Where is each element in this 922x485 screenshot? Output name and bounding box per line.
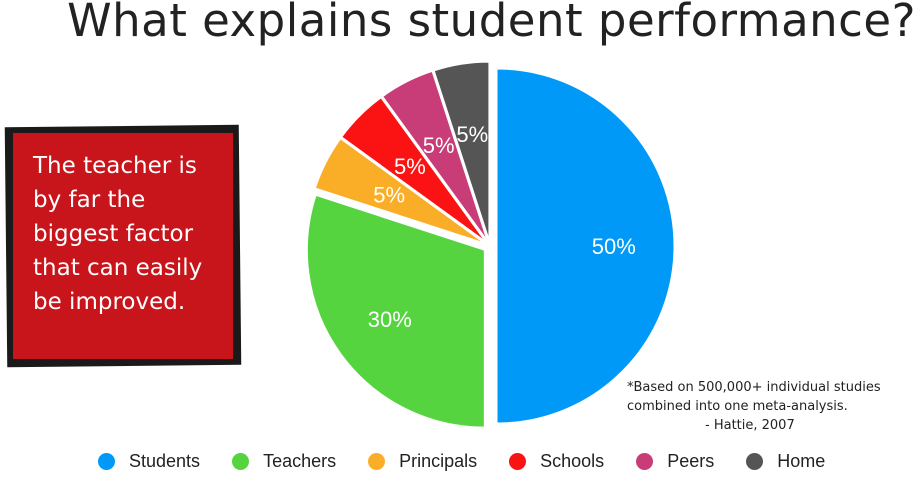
footnote: *Based on 500,000+ individual studies co… bbox=[627, 378, 919, 435]
legend-item-students[interactable]: Students bbox=[98, 451, 200, 472]
footnote-line: *Based on 500,000+ individual studies bbox=[627, 380, 881, 395]
legend-item-teachers[interactable]: Teachers bbox=[232, 451, 336, 472]
legend-swatch bbox=[746, 452, 764, 470]
callout-line: The teacher is bbox=[33, 153, 197, 179]
callout-line: biggest factor bbox=[33, 221, 194, 247]
legend-label: Teachers bbox=[263, 450, 337, 471]
slice-label: 50% bbox=[592, 234, 636, 259]
legend-item-peers[interactable]: Peers bbox=[636, 451, 714, 472]
slice-label: 5% bbox=[456, 122, 488, 147]
pie-slice-students[interactable] bbox=[496, 68, 675, 424]
legend-label: Students bbox=[129, 450, 201, 471]
slice-label: 30% bbox=[368, 307, 412, 332]
chart-title: What explains student performance? bbox=[67, 0, 916, 47]
pie-slice-teachers[interactable] bbox=[306, 194, 485, 428]
callout-line: that can easily bbox=[33, 255, 203, 281]
legend-item-principals[interactable]: Principals bbox=[368, 451, 477, 472]
legend-swatch bbox=[509, 452, 527, 470]
footnote-source: - Hattie, 2007 bbox=[705, 418, 795, 433]
footnote-line: combined into one meta-analysis. bbox=[627, 399, 848, 414]
pie-slice-peers[interactable] bbox=[382, 70, 488, 241]
callout-line: by far the bbox=[33, 187, 146, 213]
callout-box: The teacher is by far the biggest factor… bbox=[13, 133, 233, 359]
pie-slice-principals[interactable] bbox=[314, 138, 485, 244]
pie-slice-schools[interactable] bbox=[341, 97, 486, 242]
legend-swatch bbox=[98, 452, 115, 470]
legend-label: Principals bbox=[399, 450, 478, 471]
callout-line: be improved. bbox=[33, 289, 186, 315]
legend-item-home[interactable]: Home bbox=[746, 451, 825, 472]
legend-item-schools[interactable]: Schools bbox=[509, 451, 604, 472]
slice-label: 5% bbox=[423, 133, 455, 158]
slice-label: 5% bbox=[394, 154, 426, 179]
slice-label: 5% bbox=[373, 183, 405, 208]
legend-label: Peers bbox=[667, 450, 715, 471]
pie-slice-home[interactable] bbox=[433, 61, 490, 240]
legend-label: Schools bbox=[540, 450, 605, 471]
legend-swatch bbox=[232, 452, 250, 470]
legend-swatch bbox=[636, 452, 654, 470]
legend: Students Teachers Principals Schools Pee… bbox=[98, 449, 857, 473]
legend-label: Home bbox=[777, 450, 826, 471]
legend-swatch bbox=[368, 452, 386, 470]
